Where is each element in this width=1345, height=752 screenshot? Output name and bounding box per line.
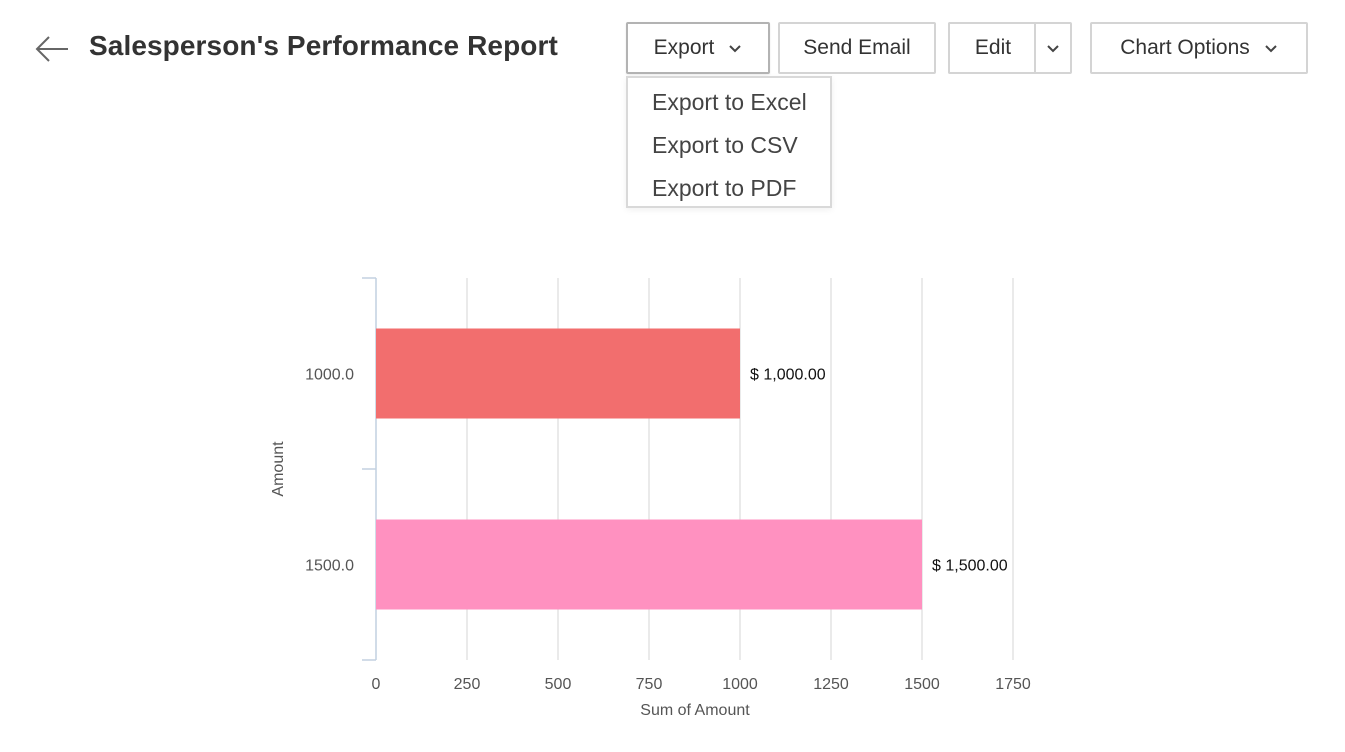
export-to-pdf-item[interactable]: Export to PDF: [652, 175, 797, 201]
chevron-down-icon: [1264, 36, 1278, 60]
bar: [376, 519, 922, 610]
edit-dropdown-button[interactable]: [1034, 22, 1072, 74]
export-to-csv-item[interactable]: Export to CSV: [652, 132, 798, 158]
bar-data-label: $ 1,500.00: [932, 558, 1008, 575]
chart-options-button[interactable]: Chart Options: [1090, 22, 1308, 74]
x-tick-label: 1250: [813, 676, 849, 693]
x-tick-label: 1000: [722, 676, 758, 693]
back-button[interactable]: [32, 30, 72, 70]
bar-data-label: $ 1,000.00: [750, 367, 826, 384]
x-tick-label: 1500: [904, 676, 940, 693]
edit-label: Edit: [974, 36, 1012, 59]
export-to-excel-item[interactable]: Export to Excel: [652, 89, 807, 115]
x-tick-label: 250: [454, 676, 481, 693]
x-axis-label: Sum of Amount: [640, 702, 750, 719]
x-tick-label: 0: [372, 676, 381, 693]
y-tick-label: 1500.0: [305, 558, 354, 575]
chart-options-label: Chart Options: [1120, 36, 1250, 59]
x-tick-label: 750: [636, 676, 663, 693]
y-axis-label: Amount: [270, 441, 287, 497]
chevron-down-icon: [1046, 36, 1060, 60]
export-dropdown-menu: Export to Excel Export to CSV Export to …: [626, 76, 832, 208]
page-title: Salesperson's Performance Report: [89, 30, 558, 61]
chevron-down-icon: [728, 36, 742, 60]
export-button[interactable]: Export: [626, 22, 770, 74]
bar: [376, 328, 740, 419]
x-tick-label: 500: [545, 676, 572, 693]
x-tick-label: 1750: [995, 676, 1031, 693]
send-email-label: Send Email: [803, 36, 911, 59]
arrow-left-icon: [35, 36, 68, 62]
export-button-label: Export: [653, 36, 715, 59]
send-email-button[interactable]: Send Email: [778, 22, 936, 74]
edit-button[interactable]: Edit: [948, 22, 1036, 74]
y-tick-label: 1000.0: [305, 367, 354, 384]
